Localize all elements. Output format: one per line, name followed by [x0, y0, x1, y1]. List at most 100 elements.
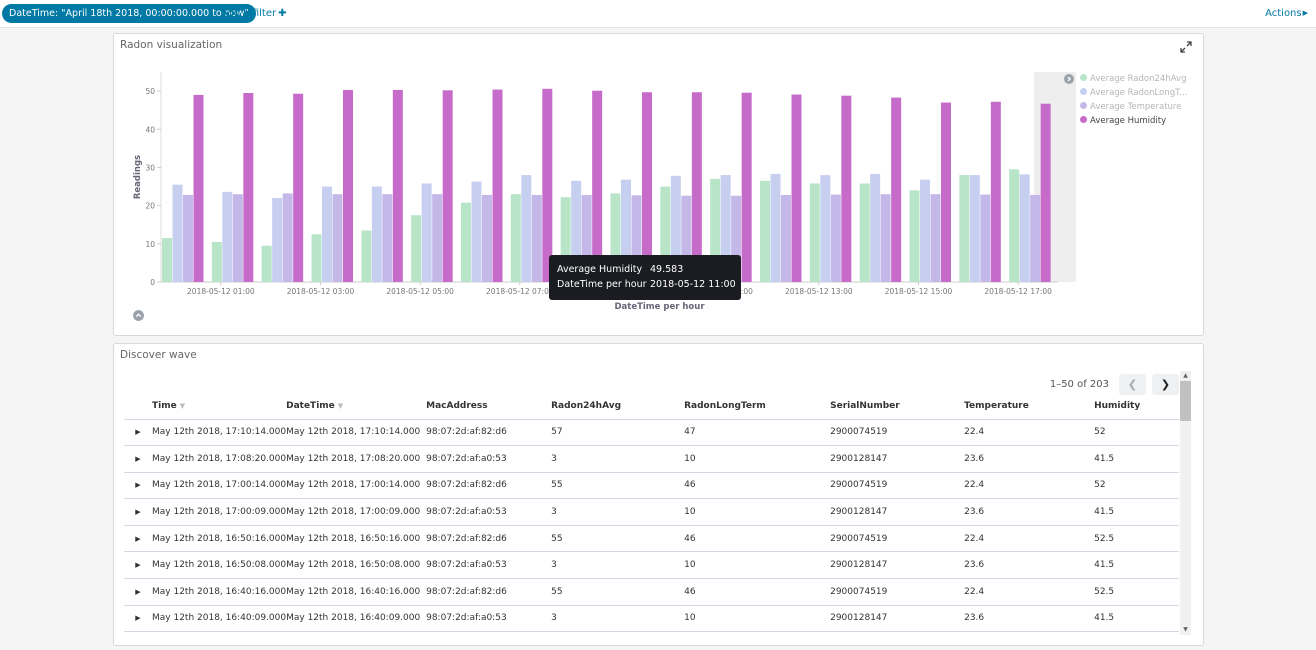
table-row[interactable]: ▶ May 12th 2018, 17:00:14.000 May 12th 201…: [124, 472, 1179, 500]
bar: [442, 90, 453, 282]
scroll-down-icon[interactable]: ▼: [1183, 626, 1188, 633]
next-page-button[interactable]: ❯: [1152, 374, 1179, 395]
x-tick-label: 2018-05-12 05:00: [386, 287, 454, 296]
table-cell: 23.6: [964, 498, 1095, 526]
column-header-macaddress[interactable]: MacAddress: [426, 394, 552, 420]
bar: [421, 183, 432, 282]
y-tick-label: 40: [145, 125, 155, 134]
actions-label: Actions: [1265, 8, 1302, 19]
table-scrollbar[interactable]: ▲ ▼: [1180, 371, 1191, 635]
bar: [332, 194, 343, 282]
bar: [1009, 169, 1020, 282]
bar: [681, 195, 692, 282]
column-header-label: RadonLongTerm: [684, 401, 766, 412]
table-cell: 98:07:2d:af:a0:53: [426, 551, 552, 580]
bar: [841, 95, 852, 282]
table-cell: 55: [551, 472, 685, 500]
legend-item-temperature[interactable]: Average Temperature: [1080, 100, 1187, 114]
legend-item-humidity[interactable]: Average Humidity: [1080, 114, 1187, 128]
expand-icon[interactable]: [1179, 40, 1193, 54]
table-row[interactable]: ▶ May 12th 2018, 16:40:16.000 May 12th 201…: [124, 578, 1179, 606]
pagination: 1–50 of 203 ❮ ❯: [979, 374, 1179, 395]
bar: [980, 194, 991, 282]
legend-label: Average Temperature: [1090, 102, 1182, 112]
bar: [471, 181, 482, 282]
prev-page-button[interactable]: ❮: [1119, 374, 1146, 395]
legend-item-radonlongterm[interactable]: Average RadonLongT...: [1080, 86, 1187, 100]
bar: [930, 194, 941, 282]
collapse-chevron-icon[interactable]: [133, 310, 144, 321]
column-header-radonlongterm[interactable]: RadonLongTerm: [684, 394, 831, 420]
y-tick-label: 10: [145, 240, 155, 249]
table-cell: 10: [684, 445, 831, 473]
scroll-thumb[interactable]: [1180, 381, 1191, 421]
sort-icon[interactable]: ▼: [337, 402, 344, 411]
column-header-label: DateTime: [286, 401, 335, 412]
table-cell: 2900128147: [830, 445, 965, 473]
bar: [261, 245, 272, 282]
actions-button[interactable]: Actions▶: [1265, 8, 1308, 19]
x-tick-label: 2018-05-12 03:00: [287, 287, 355, 296]
expand-row-icon[interactable]: ▶: [124, 445, 152, 473]
add-filter-label: Add a filter: [221, 8, 277, 19]
expand-row-icon[interactable]: ▶: [124, 525, 152, 553]
bar: [172, 184, 183, 282]
discover-panel: Discover wave 1–50 of 203 ❮ ❯ ▲ ▼ Time ▼ …: [113, 343, 1204, 646]
table-row[interactable]: ▶ May 12th 2018, 16:50:08.000 May 12th 201…: [124, 551, 1179, 580]
bar: [1019, 174, 1030, 282]
table-cell: May 12th 2018, 16:50:08.000: [152, 551, 287, 580]
column-header-temperature[interactable]: Temperature: [964, 394, 1095, 420]
bar: [243, 93, 254, 282]
bar: [382, 194, 393, 282]
table-cell: 55: [551, 525, 685, 553]
bar: [371, 186, 382, 282]
table-row[interactable]: ▶ May 12th 2018, 16:40:09.000 May 12th 201…: [124, 605, 1179, 633]
legend-toggle-icon[interactable]: [1064, 74, 1074, 84]
scroll-up-icon[interactable]: ▲: [1183, 372, 1188, 379]
column-header-datetime[interactable]: DateTime ▼: [286, 394, 427, 420]
table-cell: 22.4: [964, 525, 1095, 553]
expand-column-header: [124, 394, 152, 420]
legend-item-radon24h[interactable]: Average Radon24hAvg: [1080, 72, 1187, 86]
bar: [521, 175, 532, 282]
expand-row-icon[interactable]: ▶: [124, 498, 152, 526]
bar: [830, 194, 841, 282]
bar: [859, 183, 870, 282]
table-cell: 47: [684, 419, 831, 447]
expand-row-icon[interactable]: ▶: [124, 578, 152, 606]
table-cell: 23.6: [964, 445, 1095, 473]
column-header-time[interactable]: Time ▼: [152, 394, 287, 420]
expand-row-icon[interactable]: ▶: [124, 472, 152, 500]
table-cell: 41.5: [1094, 445, 1179, 473]
table-row[interactable]: ▶ May 12th 2018, 16:50:16.000 May 12th 201…: [124, 525, 1179, 553]
x-axis-title: DateTime per hour: [614, 302, 705, 312]
panel-title: Discover wave: [120, 349, 197, 361]
datetime-filter-pill[interactable]: DateTime: "April 18th 2018, 00:00:00.000…: [2, 4, 256, 23]
column-header-radon24havg[interactable]: Radon24hAvg: [551, 394, 685, 420]
bar: [581, 194, 592, 282]
expand-row-icon[interactable]: ▶: [124, 419, 152, 447]
sort-icon[interactable]: ▼: [179, 402, 186, 411]
table-cell: 2900074519: [830, 472, 965, 500]
bar: [282, 193, 293, 282]
table-cell: 98:07:2d:af:a0:53: [426, 445, 552, 473]
expand-row-icon[interactable]: ▶: [124, 551, 152, 580]
table-cell: 52: [1094, 472, 1179, 500]
column-header-serialnumber[interactable]: SerialNumber: [830, 394, 965, 420]
table-cell: 52.5: [1094, 578, 1179, 606]
bar: [510, 194, 521, 282]
column-header-label: SerialNumber: [830, 401, 900, 412]
column-header-humidity[interactable]: Humidity: [1094, 394, 1179, 420]
bar: [770, 173, 781, 282]
x-tick-label: 2018-05-12 01:00: [187, 287, 255, 296]
table-row[interactable]: ▶ May 12th 2018, 17:10:14.000 May 12th 201…: [124, 419, 1179, 447]
bar: [343, 89, 353, 282]
bar: [760, 180, 770, 282]
table-row[interactable]: ▶ May 12th 2018, 17:00:09.000 May 12th 201…: [124, 498, 1179, 526]
expand-row-icon[interactable]: ▶: [124, 605, 152, 633]
add-filter-button[interactable]: Add a filter ✚: [221, 8, 287, 19]
table-cell: 2900074519: [830, 525, 965, 553]
table-row[interactable]: ▶ May 12th 2018, 17:08:20.000 May 12th 201…: [124, 445, 1179, 473]
table-cell: May 12th 2018, 17:08:20.000: [152, 445, 287, 473]
radon-visualization-panel: 0 10 20 30 40 50 2018-05-12 01:00 2018-05-12 03…: [113, 33, 1204, 336]
